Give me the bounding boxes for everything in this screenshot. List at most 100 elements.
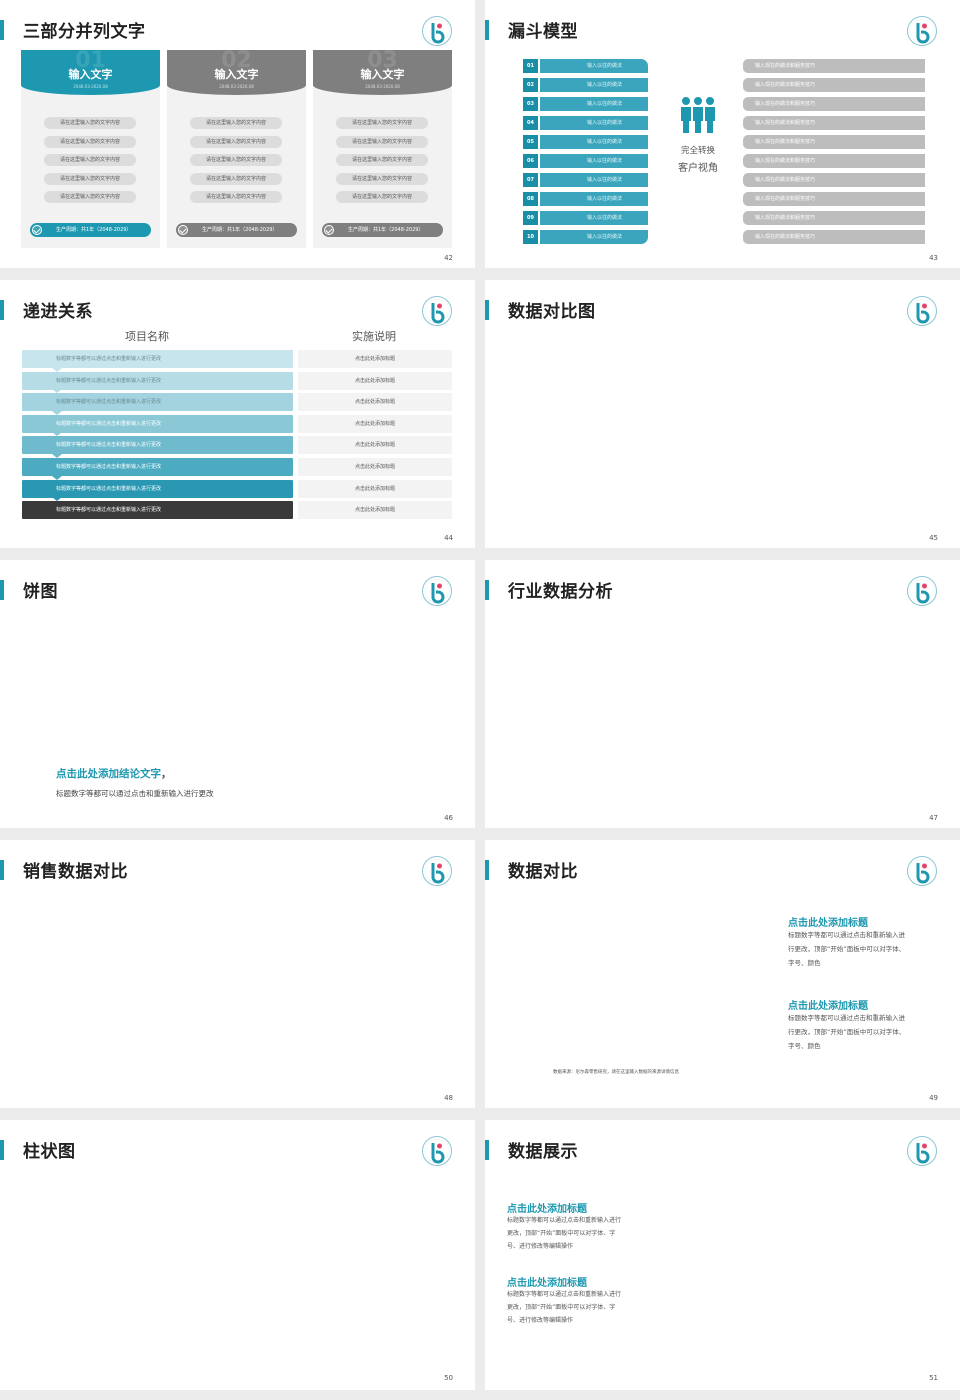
past-practice-bar[interactable]: 输入以往的做法 [540, 78, 648, 92]
progression-row[interactable]: 标题数字等都可以通过点击和重新输入进行更改 [22, 350, 293, 368]
card-date: 2048.03-2020.08 [219, 84, 254, 89]
chevron-down-icon [52, 432, 62, 437]
card-header: 02 输入文字 2048.03-2020.08 [167, 48, 306, 95]
row-number: 05 [523, 135, 538, 149]
past-practice-bar[interactable]: 输入以往的做法 [540, 59, 648, 73]
block-text: 更改，顶部“开始”面板中可以对字体、字 [507, 1304, 616, 1311]
chevron-down-icon [52, 497, 62, 502]
progression-note[interactable]: 点击此处添加标题 [298, 414, 452, 433]
center-caption-2: 客户视角 [678, 163, 718, 174]
past-practice-bar[interactable]: 输入以往的做法 [540, 173, 648, 187]
slide-48: 销售数据对比 不同年份销量一览表020406080100120140160180… [0, 840, 475, 1108]
card-list-item[interactable]: 请在这里输入您的文字内容 [336, 135, 428, 148]
column-chart-svg [0, 840, 475, 1108]
card-number: 03 [367, 48, 398, 73]
slide-title: 行业数据分析 [508, 582, 613, 602]
block-text: 更改，顶部“开始”面板中可以对字体、字 [507, 1230, 616, 1237]
row-number: 07 [523, 173, 538, 187]
past-practice-bar[interactable]: 输入以往的做法 [540, 192, 648, 206]
block-heading[interactable]: 点击此处添加标题 [507, 1204, 587, 1215]
current-practice-bar[interactable]: 输入现在的做法和服务技巧 [743, 211, 925, 225]
card-list-item[interactable]: 请在这里输入您的文字内容 [190, 135, 282, 148]
slide-title: 饼图 [23, 582, 58, 602]
card: 03 输入文字 2048.03-2020.08 请在这里输入您的文字内容 请在这里输入您… [313, 48, 452, 248]
card-list-item[interactable]: 请在这里输入您的文字内容 [44, 154, 136, 166]
slide-50: 柱状图 不同年份销量一览表020406080100120140160180201… [0, 1120, 475, 1390]
slide-42: 三部分并列文字 42 01 输入文字 2048.03-2020.08 请在这里输入您的… [0, 0, 475, 268]
progression-note[interactable]: 点击此处添加标题 [298, 393, 452, 412]
card-list-item[interactable]: 请在这里输入您的文字内容 [336, 191, 428, 203]
progression-row[interactable]: 标题数字等都可以通过点击和重新输入进行更改 [22, 393, 293, 412]
row-number: 03 [523, 97, 538, 111]
card-footer: 生产周期：共1年（2048-2029） [176, 223, 297, 237]
current-practice-bar[interactable]: 输入现在的做法和服务技巧 [743, 154, 925, 168]
progression-row[interactable]: 标题数字等都可以通过点击和重新输入进行更改 [22, 479, 293, 498]
card-list-item[interactable]: 请在这里输入您的文字内容 [44, 172, 136, 185]
card-footer: 生产周期：共1年（2048-2029） [322, 223, 443, 237]
card-list-item[interactable]: 请在这里输入您的文字内容 [190, 191, 282, 203]
past-practice-bar[interactable]: 输入以往的做法 [540, 230, 648, 244]
current-practice-bar[interactable]: 输入现在的做法和服务技巧 [743, 116, 925, 130]
block-heading[interactable]: 点击此处添加标题 [788, 918, 868, 929]
card-date: 2048.03-2020.08 [73, 84, 108, 89]
progression-row[interactable]: 标题数字等都可以通过点击和重新输入进行更改 [22, 414, 293, 433]
block-text: 行更改，顶部“开始”面板中可以对字体、 [788, 1028, 906, 1036]
card-list-item[interactable]: 请在这里输入您的文字内容 [44, 135, 136, 148]
logo-icon [421, 15, 453, 47]
chevron-down-icon [52, 475, 62, 480]
progression-row[interactable]: 标题数字等都可以通过点击和重新输入进行更改 [22, 436, 293, 455]
page-number: 46 [444, 814, 453, 822]
conclusion-heading[interactable]: 点击此处添加结论文字， [56, 766, 172, 781]
check-icon [178, 225, 188, 235]
progression-note[interactable]: 点击此处添加标题 [298, 436, 452, 455]
title-accent-bar [485, 860, 489, 880]
progression-note[interactable]: 点击此处添加标题 [298, 371, 452, 390]
slide-title: 销售数据对比 [23, 862, 128, 882]
past-practice-bar[interactable]: 输入以往的做法 [540, 154, 648, 168]
card-list-item[interactable]: 请在这里输入您的文字内容 [190, 117, 282, 129]
card-list-item[interactable]: 请在这里输入您的文字内容 [336, 172, 428, 185]
card-list-item[interactable]: 请在这里输入您的文字内容 [44, 191, 136, 203]
card-list-item[interactable]: 请在这里输入您的文字内容 [336, 154, 428, 166]
card-heading[interactable]: 输入文字 [68, 68, 113, 81]
chevron-down-icon [52, 367, 62, 372]
card-header: 03 输入文字 2048.03-2020.08 [313, 48, 452, 95]
current-practice-bar[interactable]: 输入现在的做法和服务技巧 [743, 173, 925, 187]
past-practice-bar[interactable]: 输入以往的做法 [540, 97, 648, 111]
card-list-item[interactable]: 请在这里输入您的文字内容 [44, 117, 136, 129]
page-number: 49 [929, 1094, 938, 1102]
past-practice-bar[interactable]: 输入以往的做法 [540, 135, 648, 149]
card-date: 2048.03-2020.08 [365, 84, 400, 89]
progression-row[interactable]: 标题数字等都可以通过点击和重新输入进行更改 [22, 371, 293, 390]
chevron-down-icon [52, 389, 62, 394]
chevron-down-icon [52, 410, 62, 415]
past-practice-bar[interactable]: 输入以往的做法 [540, 116, 648, 130]
current-practice-bar[interactable]: 输入现在的做法和服务技巧 [743, 192, 925, 206]
progression-note[interactable]: 点击此处添加标题 [298, 479, 452, 498]
progress-rings-svg [485, 560, 960, 828]
conclusion-text: 点击此处添加结论文字 [56, 768, 161, 780]
card-list-item[interactable]: 请在这里输入您的文字内容 [190, 154, 282, 166]
block-heading[interactable]: 点击此处添加标题 [507, 1278, 587, 1289]
current-practice-bar[interactable]: 输入现在的做法和服务技巧 [743, 59, 925, 73]
logo-icon: 输入您的图表标题012345类别 1类别 2类别 3类别 4系列 3系列 2系列… [906, 1135, 938, 1167]
card-heading[interactable]: 输入文字 [360, 68, 405, 81]
slide-title: 漏斗模型 [508, 22, 578, 42]
card-number: 02 [221, 48, 252, 73]
current-practice-bar[interactable]: 输入现在的做法和服务技巧 [743, 230, 925, 244]
block-heading[interactable]: 点击此处添加标题 [788, 1001, 868, 1012]
center-caption-1: 完全转换 [680, 146, 715, 156]
card-list-item[interactable]: 请在这里输入您的文字内容 [336, 117, 428, 129]
progression-row[interactable]: 标题数字等都可以通过点击和重新输入进行更改 [22, 501, 293, 520]
current-practice-bar[interactable]: 输入现在的做法和服务技巧 [743, 78, 925, 92]
progression-row[interactable]: 标题数字等都可以通过点击和重新输入进行更改 [22, 458, 293, 476]
card: 02 输入文字 2048.03-2020.08 请在这里输入您的文字内容 请在这里输入您… [167, 48, 306, 248]
current-practice-bar[interactable]: 输入现在的做法和服务技巧 [743, 97, 925, 111]
progression-note[interactable]: 点击此处添加标题 [298, 458, 452, 476]
card-heading[interactable]: 输入文字 [214, 68, 259, 81]
progression-note[interactable]: 点击此处添加标题 [298, 350, 452, 368]
progression-note[interactable]: 点击此处添加标题 [298, 501, 452, 520]
past-practice-bar[interactable]: 输入以往的做法 [540, 211, 648, 225]
card-list-item[interactable]: 请在这里输入您的文字内容 [190, 172, 282, 185]
current-practice-bar[interactable]: 输入现在的做法和服务技巧 [743, 135, 925, 149]
